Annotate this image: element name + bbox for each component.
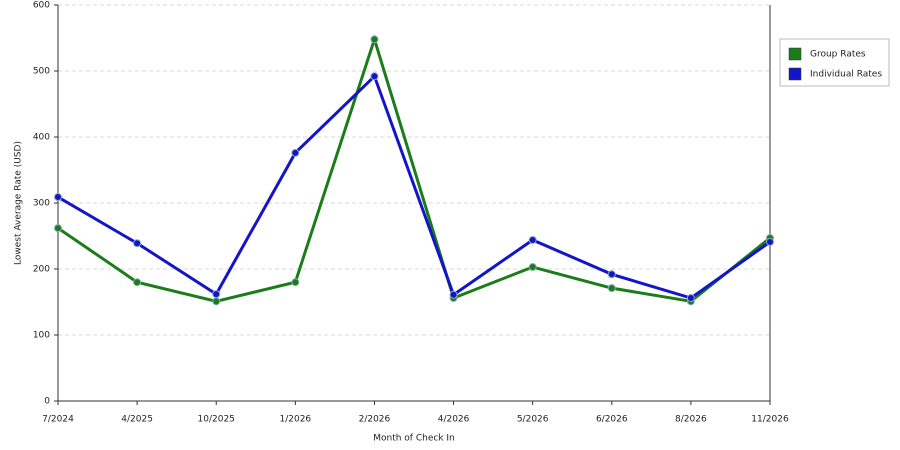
data-point	[212, 297, 221, 306]
y-tick-label: 100	[33, 331, 50, 341]
data-point	[449, 290, 458, 299]
data-point	[54, 193, 62, 202]
y-tick-label: 600	[33, 1, 50, 11]
data-point	[133, 278, 142, 287]
data-point	[370, 72, 379, 81]
x-tick-label: 8/2026	[675, 415, 707, 425]
x-tick-label: 7/2024	[42, 415, 74, 425]
x-tick-label: 10/2025	[198, 415, 235, 425]
x-tick-label: 2/2026	[359, 415, 391, 425]
data-point	[133, 239, 142, 248]
data-point	[528, 263, 537, 272]
series-line	[57, 73, 771, 300]
x-tick-label: 5/2026	[517, 415, 549, 425]
data-point	[607, 270, 616, 279]
data-point	[370, 35, 379, 44]
data-point	[766, 237, 774, 246]
x-tick-label: 1/2026	[279, 415, 311, 425]
data-point	[212, 290, 221, 299]
legend-swatch	[788, 67, 802, 81]
legend-label: Individual Rates	[810, 70, 882, 80]
y-tick-label: 200	[33, 265, 50, 275]
y-tick-label: 0	[44, 397, 50, 407]
legend-label: Group Rates	[810, 50, 866, 60]
data-point	[291, 278, 300, 287]
x-tick-label: 4/2025	[121, 415, 153, 425]
data-point	[607, 284, 616, 293]
y-tick-label: 300	[33, 199, 50, 209]
data-point	[686, 294, 695, 303]
y-axis-label: Lowest Average Rate (USD)	[14, 141, 24, 265]
x-tick-label: 11/2026	[751, 415, 789, 425]
legend-swatch	[788, 47, 802, 61]
series-line	[57, 34, 771, 303]
y-tick-label: 400	[33, 133, 50, 143]
data-point	[291, 148, 300, 157]
y-tick-label: 500	[33, 67, 50, 77]
data-point	[528, 235, 537, 244]
data-point	[54, 224, 62, 233]
x-tick-label: 6/2026	[596, 415, 628, 425]
x-tick-label: 4/2026	[438, 415, 470, 425]
x-axis-label: Month of Check In	[373, 434, 455, 444]
